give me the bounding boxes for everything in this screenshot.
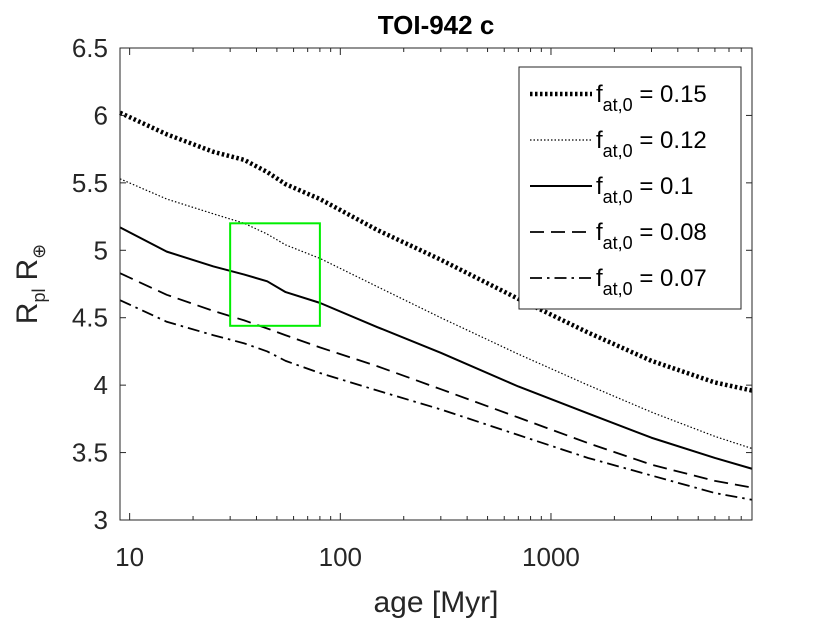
y-tick-label: 5 (94, 235, 108, 265)
legend-label-base: f (596, 127, 603, 154)
x-tick-label: 100 (319, 542, 362, 572)
axes-frame (119, 47, 753, 521)
series-line-4 (119, 299, 753, 501)
legend-label-base: f (596, 219, 603, 246)
series-line-1 (119, 178, 753, 450)
legend-label-value: = 0.07 (633, 265, 707, 292)
y-tick-label: 6.5 (72, 33, 108, 63)
x-tick-label: 1000 (522, 542, 580, 572)
highlight-layer (229, 222, 321, 327)
axes-layer (119, 47, 753, 521)
legend-label-value: = 0.1 (633, 173, 694, 200)
legend-label-sub: at,0 (603, 187, 633, 207)
y-tick-label: 4.5 (72, 303, 108, 333)
y-tick-label: 3.5 (72, 438, 108, 468)
x-tick-label: 10 (115, 542, 144, 572)
y-tick-label: 6 (94, 100, 108, 130)
y-axis-label-main: R (11, 303, 44, 325)
y-tick-label: 5.5 (72, 168, 108, 198)
ticks-layer: 3 3.5 4 4.5 5 5.5 6 6.5 10 100 1000 (72, 33, 753, 572)
legend-label-2: fat,0 = 0.1 (596, 173, 693, 207)
series-line-2 (119, 226, 753, 470)
y-axis-label: RplR⊕ (11, 244, 49, 324)
legend-label-4: fat,0 = 0.07 (596, 265, 707, 299)
legend-label-sub: at,0 (603, 233, 633, 253)
legend-label-base: f (596, 81, 603, 108)
y-tick-label: 3 (94, 505, 108, 535)
y-axis-label-unit: R (11, 259, 44, 281)
legend-label-1: fat,0 = 0.12 (596, 127, 707, 161)
legend-label-base: f (596, 173, 603, 200)
series-line-3 (119, 272, 753, 489)
legend-box (518, 66, 742, 310)
legend-label-sub: at,0 (603, 141, 633, 161)
chart-title: TOI-942 c (378, 10, 495, 40)
legend-label-0: fat,0 = 0.15 (596, 81, 707, 115)
series-line-0 (119, 110, 753, 393)
y-axis-label-unit-sub: ⊕ (29, 244, 49, 259)
legend-label-sub: at,0 (603, 279, 633, 299)
x-axis-label: age [Myr] (373, 586, 498, 619)
series-layer (119, 110, 753, 501)
y-axis-label-sub: pl (29, 289, 49, 303)
legend-label-value: = 0.15 (633, 81, 707, 108)
y-tick-label: 4 (94, 370, 108, 400)
highlight-box (229, 222, 321, 327)
legend-label-sub: at,0 (603, 95, 633, 115)
legend-label-3: fat,0 = 0.08 (596, 219, 707, 253)
legend-label-value: = 0.12 (633, 127, 707, 154)
legend-label-base: f (596, 265, 603, 292)
legend-label-value: = 0.08 (633, 219, 707, 246)
